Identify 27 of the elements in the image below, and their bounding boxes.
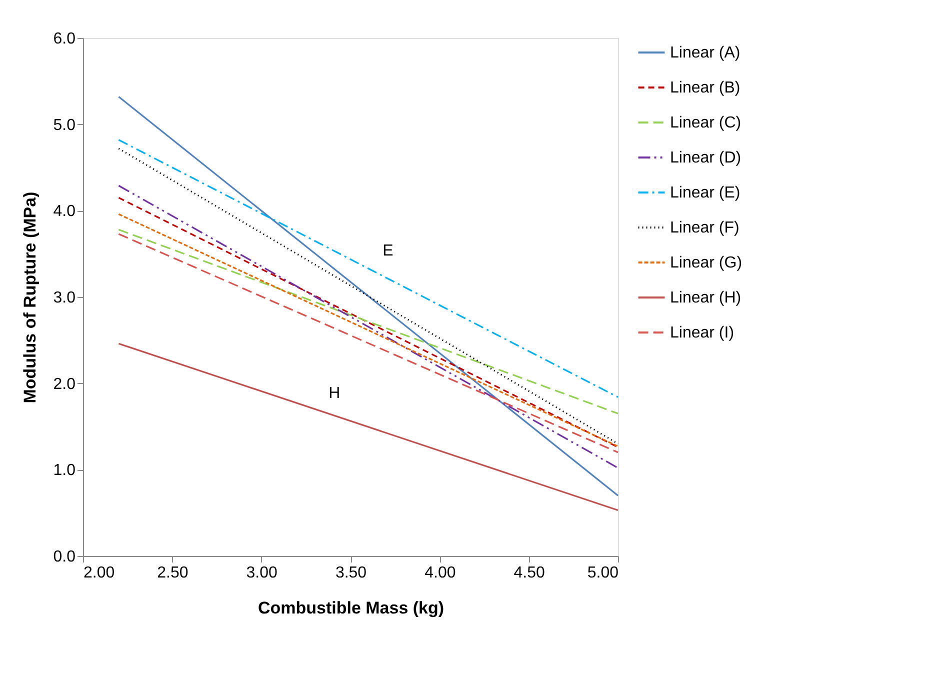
annotation: H — [328, 384, 340, 402]
legend-label: Linear (C) — [670, 114, 742, 132]
y-tick-label: 1.0 — [53, 462, 76, 480]
x-tick-label: 3.00 — [246, 564, 278, 582]
legend-label: Linear (A) — [670, 44, 740, 62]
x-axis-title: Combustible Mass (kg) — [258, 598, 444, 618]
legend-label: Linear (D) — [670, 150, 742, 166]
legend-label: Linear (G) — [670, 254, 742, 272]
y-tick-label: 6.0 — [53, 30, 76, 48]
x-tick-label: 3.50 — [335, 564, 367, 582]
legend-label: Linear (E) — [670, 184, 740, 202]
y-tick-label: 2.0 — [53, 376, 76, 393]
y-tick-label: 4.0 — [53, 203, 76, 220]
x-tick-label: 5.00 — [587, 564, 619, 582]
y-tick-label: 0.0 — [53, 548, 76, 566]
legend-label: Linear (H) — [670, 290, 742, 306]
legend-label: Linear (B) — [670, 80, 740, 96]
x-tick-label: 2.00 — [84, 564, 115, 582]
x-tick-label: 2.50 — [157, 564, 188, 582]
y-axis-title: Modulus of Rupture (MPa) — [20, 192, 40, 404]
x-tick-label: 4.00 — [424, 564, 456, 582]
y-tick-label: 3.0 — [53, 290, 76, 306]
y-tick-label: 5.0 — [53, 116, 76, 134]
annotation: E — [382, 242, 394, 260]
legend-label: Linear (F) — [670, 220, 740, 236]
x-tick-label: 4.50 — [514, 564, 546, 582]
legend-label: Linear (I) — [670, 324, 734, 342]
